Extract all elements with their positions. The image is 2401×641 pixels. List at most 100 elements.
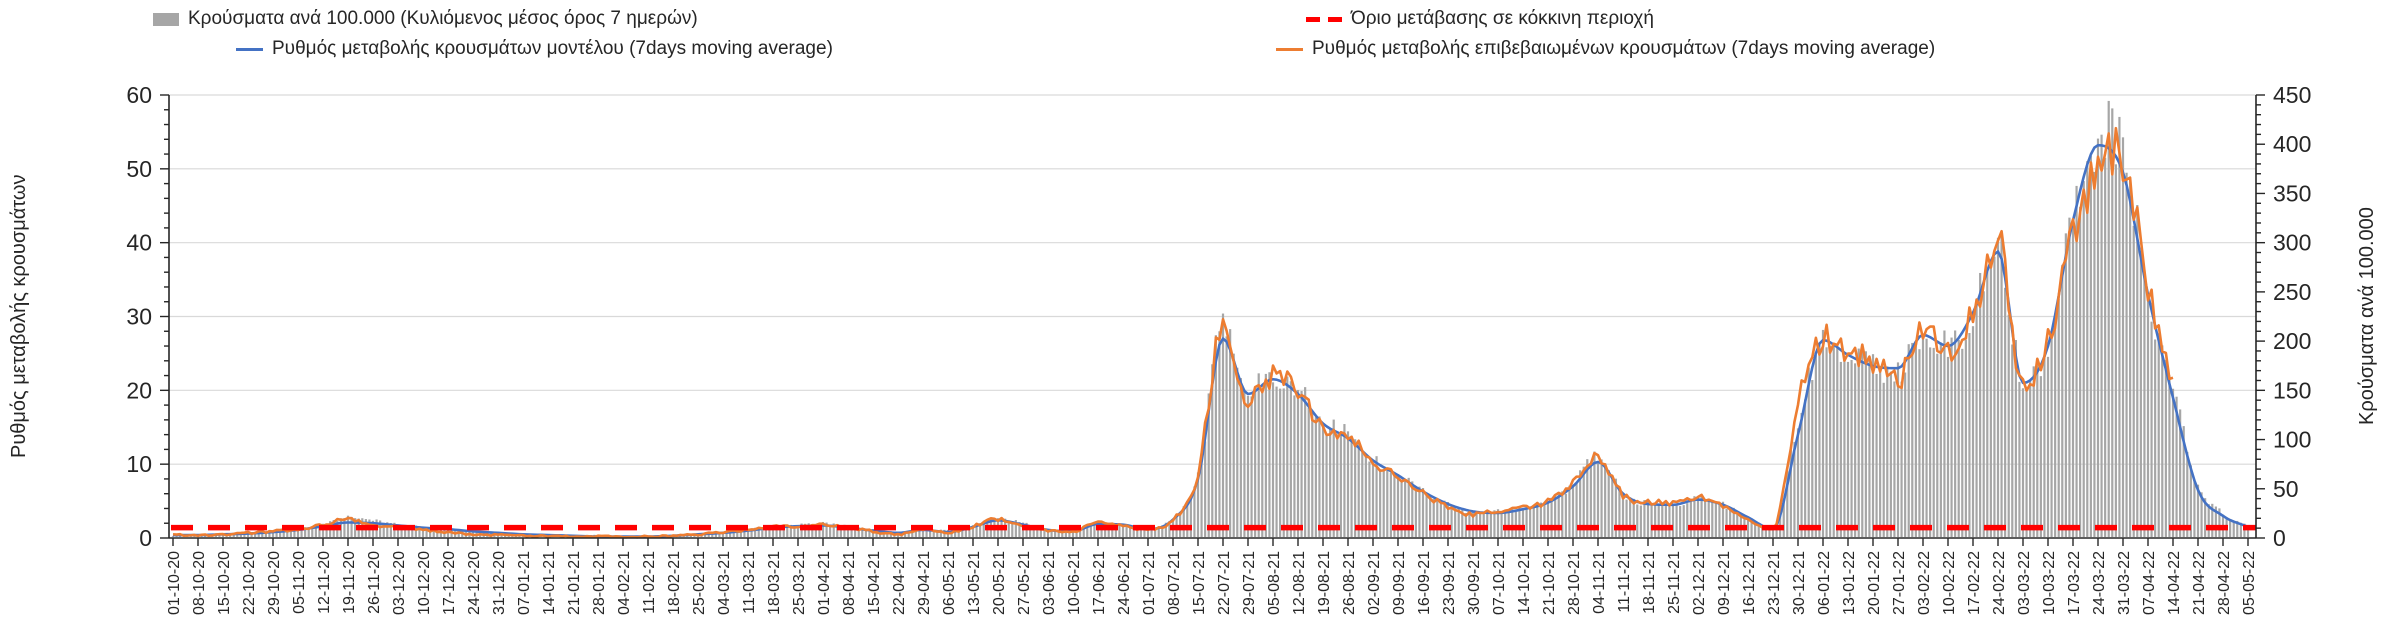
svg-text:12-11-20: 12-11-20 bbox=[316, 551, 333, 614]
svg-text:07-10-21: 07-10-21 bbox=[1491, 551, 1508, 615]
svg-text:17-02-22: 17-02-22 bbox=[1966, 551, 1983, 615]
svg-text:28-01-21: 28-01-21 bbox=[591, 551, 608, 615]
svg-text:14-01-21: 14-01-21 bbox=[541, 551, 558, 615]
svg-text:04-11-21: 04-11-21 bbox=[1591, 551, 1608, 614]
svg-text:03-03-22: 03-03-22 bbox=[2016, 551, 2033, 615]
svg-text:30: 30 bbox=[126, 304, 152, 330]
legend-item-model-rate: Ρυθμός μεταβολής κρουσμάτων μοντέλου (7d… bbox=[236, 37, 833, 61]
svg-text:31-03-22: 31-03-22 bbox=[2116, 551, 2133, 615]
svg-text:05-05-22: 05-05-22 bbox=[2241, 551, 2258, 615]
svg-text:40: 40 bbox=[126, 230, 152, 256]
legend-item-cases-per-100k: Κρούσματα ανά 100.000 (Κυλιόμενος μέσος … bbox=[153, 7, 698, 31]
svg-text:25-02-21: 25-02-21 bbox=[691, 551, 708, 615]
svg-text:20-01-22: 20-01-22 bbox=[1866, 551, 1883, 615]
svg-text:03-12-20: 03-12-20 bbox=[391, 551, 408, 615]
svg-text:450: 450 bbox=[2273, 82, 2311, 108]
svg-text:29-10-20: 29-10-20 bbox=[266, 551, 283, 615]
svg-text:22-07-21: 22-07-21 bbox=[1216, 551, 1233, 615]
svg-text:100: 100 bbox=[2273, 427, 2311, 453]
svg-text:300: 300 bbox=[2273, 230, 2311, 256]
line-swatch-icon bbox=[236, 47, 263, 51]
legend-item-confirmed-rate: Ρυθμός μεταβολής επιβεβαιωμένων κρουσμάτ… bbox=[1276, 37, 1935, 61]
svg-text:04-03-21: 04-03-21 bbox=[716, 551, 733, 615]
svg-text:14-04-22: 14-04-22 bbox=[2166, 551, 2183, 615]
svg-text:13-01-22: 13-01-22 bbox=[1841, 551, 1858, 615]
svg-text:24-02-22: 24-02-22 bbox=[1991, 551, 2008, 615]
svg-text:60: 60 bbox=[126, 82, 152, 108]
svg-text:07-01-21: 07-01-21 bbox=[516, 551, 533, 615]
svg-text:27-01-22: 27-01-22 bbox=[1891, 551, 1908, 615]
svg-text:02-09-21: 02-09-21 bbox=[1366, 551, 1383, 615]
svg-text:06-05-21: 06-05-21 bbox=[941, 551, 958, 615]
svg-text:30-09-21: 30-09-21 bbox=[1466, 551, 1483, 615]
svg-text:15-07-21: 15-07-21 bbox=[1191, 551, 1208, 615]
svg-text:21-04-22: 21-04-22 bbox=[2191, 551, 2208, 615]
svg-text:09-12-21: 09-12-21 bbox=[1716, 551, 1733, 615]
svg-text:15-04-21: 15-04-21 bbox=[866, 551, 883, 615]
svg-text:16-09-21: 16-09-21 bbox=[1416, 551, 1433, 615]
svg-text:24-06-21: 24-06-21 bbox=[1116, 551, 1133, 615]
svg-text:0: 0 bbox=[139, 525, 152, 551]
legend-label-red-zone-threshold: Όριο μετάβασης σε κόκκινη περιοχή bbox=[1351, 8, 1654, 29]
svg-text:24-03-22: 24-03-22 bbox=[2091, 551, 2108, 615]
svg-text:21-01-21: 21-01-21 bbox=[566, 551, 583, 615]
svg-text:10: 10 bbox=[126, 451, 152, 477]
svg-text:17-03-22: 17-03-22 bbox=[2066, 551, 2083, 615]
svg-text:05-11-20: 05-11-20 bbox=[291, 551, 308, 614]
svg-text:14-10-21: 14-10-21 bbox=[1516, 551, 1533, 615]
svg-text:150: 150 bbox=[2273, 377, 2311, 403]
svg-text:18-02-21: 18-02-21 bbox=[666, 551, 683, 615]
svg-text:15-10-20: 15-10-20 bbox=[216, 551, 233, 615]
dashed-line-swatch-icon bbox=[1306, 16, 1342, 22]
svg-text:26-08-21: 26-08-21 bbox=[1341, 551, 1358, 615]
svg-text:12-08-21: 12-08-21 bbox=[1291, 551, 1308, 615]
svg-text:16-12-21: 16-12-21 bbox=[1741, 551, 1758, 615]
svg-text:23-12-21: 23-12-21 bbox=[1766, 551, 1783, 615]
svg-text:11-11-21: 11-11-21 bbox=[1616, 551, 1633, 613]
svg-text:03-06-21: 03-06-21 bbox=[1041, 551, 1058, 615]
svg-text:02-12-21: 02-12-21 bbox=[1691, 551, 1708, 615]
svg-text:29-04-21: 29-04-21 bbox=[916, 551, 933, 615]
svg-text:10-12-20: 10-12-20 bbox=[416, 551, 433, 615]
y-axis-right-labels: 0 50 100 150 200 250 300 350 400 450 bbox=[2273, 82, 2311, 551]
svg-text:10-02-22: 10-02-22 bbox=[1941, 551, 1958, 615]
y-axis-left-labels: 0 10 20 30 40 50 60 bbox=[126, 82, 152, 551]
svg-text:11-02-21: 11-02-21 bbox=[641, 551, 658, 614]
svg-text:28-04-22: 28-04-22 bbox=[2216, 551, 2233, 615]
legend-label-model-rate: Ρυθμός μεταβολής κρουσμάτων μοντέλου (7d… bbox=[272, 38, 833, 59]
svg-text:19-08-21: 19-08-21 bbox=[1316, 551, 1333, 615]
svg-text:10-06-21: 10-06-21 bbox=[1066, 551, 1083, 615]
svg-text:08-04-21: 08-04-21 bbox=[841, 551, 858, 615]
svg-text:29-07-21: 29-07-21 bbox=[1241, 551, 1258, 615]
svg-text:20-05-21: 20-05-21 bbox=[991, 551, 1008, 615]
svg-text:250: 250 bbox=[2273, 279, 2311, 305]
svg-text:06-01-22: 06-01-22 bbox=[1816, 551, 1833, 615]
svg-text:09-09-21: 09-09-21 bbox=[1391, 551, 1408, 615]
svg-text:08-10-20: 08-10-20 bbox=[191, 551, 208, 615]
legend-label-confirmed-rate: Ρυθμός μεταβολής επιβεβαιωμένων κρουσμάτ… bbox=[1312, 38, 1936, 59]
svg-text:08-07-21: 08-07-21 bbox=[1166, 551, 1183, 615]
svg-text:19-11-20: 19-11-20 bbox=[341, 551, 358, 614]
svg-text:11-03-21: 11-03-21 bbox=[741, 551, 758, 614]
svg-text:400: 400 bbox=[2273, 131, 2311, 157]
line-swatch-icon bbox=[1276, 47, 1303, 51]
svg-text:17-06-21: 17-06-21 bbox=[1091, 551, 1108, 615]
svg-text:25-11-21: 25-11-21 bbox=[1666, 551, 1683, 614]
svg-text:03-02-22: 03-02-22 bbox=[1916, 551, 1933, 615]
bar-swatch-icon bbox=[153, 12, 179, 26]
svg-text:350: 350 bbox=[2273, 180, 2311, 206]
x-axis-ticks bbox=[172, 538, 2249, 546]
svg-text:22-10-20: 22-10-20 bbox=[241, 551, 258, 615]
svg-text:27-05-21: 27-05-21 bbox=[1016, 551, 1033, 615]
svg-text:50: 50 bbox=[2273, 476, 2299, 502]
svg-text:01-07-21: 01-07-21 bbox=[1141, 551, 1158, 615]
svg-text:23-09-21: 23-09-21 bbox=[1441, 551, 1458, 615]
svg-text:20: 20 bbox=[126, 377, 152, 403]
x-axis-date-labels: 01-10-20 08-10-20 15-10-20 22-10-20 29-10-20… bbox=[166, 551, 2258, 615]
svg-text:26-11-20: 26-11-20 bbox=[366, 551, 383, 614]
svg-text:05-08-21: 05-08-21 bbox=[1266, 551, 1283, 615]
confirmed-rate-line bbox=[172, 126, 2174, 539]
y-axis-left-ticks bbox=[160, 94, 169, 539]
